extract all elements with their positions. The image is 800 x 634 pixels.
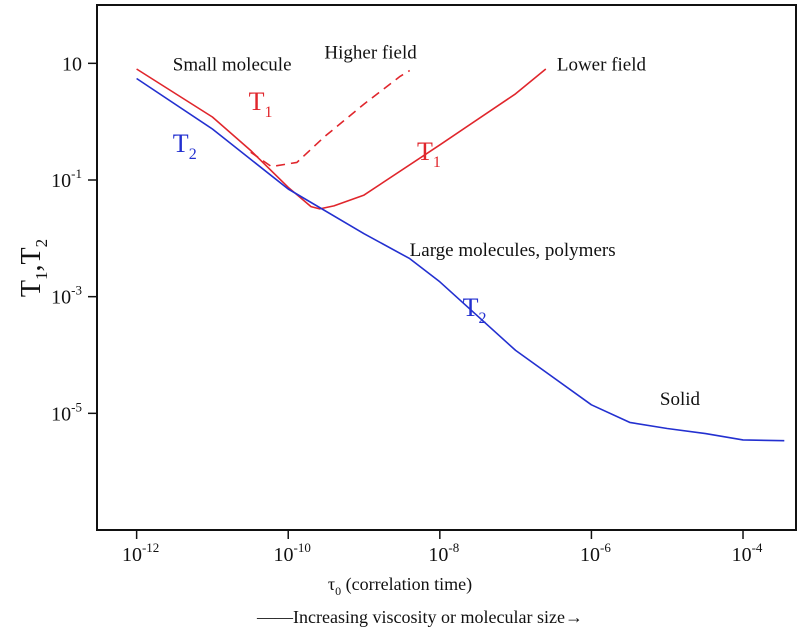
y-tick-label: 10-5: [51, 399, 82, 425]
annotation-large-molecules: Large molecules, polymers: [410, 240, 616, 261]
series-label-t2_left: T2: [173, 129, 197, 163]
series-line-t1_lower_field: [136, 68, 547, 210]
x-tick-label: 10-6: [580, 540, 611, 566]
x-tick-label: 10-4: [732, 540, 763, 566]
annotation-small-molecule: Small molecule: [173, 55, 292, 76]
annotation-higher-field: Higher field: [324, 43, 417, 64]
x-tick-label: 10-10: [274, 540, 311, 566]
annotation-solid: Solid: [660, 389, 701, 410]
x-tick-label: 10-8: [428, 540, 459, 566]
x-axis-label: τ0 (correlation time): [328, 574, 472, 598]
plot-frame: [96, 4, 797, 531]
y-tick-label: 10-1: [51, 166, 82, 192]
series-label-t1_left: T1: [249, 87, 273, 121]
viscosity-footer-label: ——Increasing viscosity or molecular size…: [256, 607, 583, 627]
y-axis-label: T1,T2: [16, 239, 51, 297]
x-tick-label: 10-12: [122, 540, 159, 566]
series-line-t1_higher_field: [250, 69, 411, 168]
series-lines: [136, 68, 785, 442]
chart-labels: T1 T1 T2 T2 Small molecule Higher field Lower …: [173, 43, 701, 410]
y-tick-label: 10: [62, 53, 82, 75]
annotation-lower-field: Lower field: [557, 55, 647, 76]
series-line-t2: [136, 77, 785, 442]
series-label-t2_right: T2: [463, 293, 487, 327]
axis-ticks: 10-12 10-10 10-8 10-6 10-4 10 10-1 10-3 10-5: [51, 53, 763, 566]
y-tick-label: 10-3: [51, 283, 82, 309]
series-label-t1_right: T1: [417, 137, 441, 171]
